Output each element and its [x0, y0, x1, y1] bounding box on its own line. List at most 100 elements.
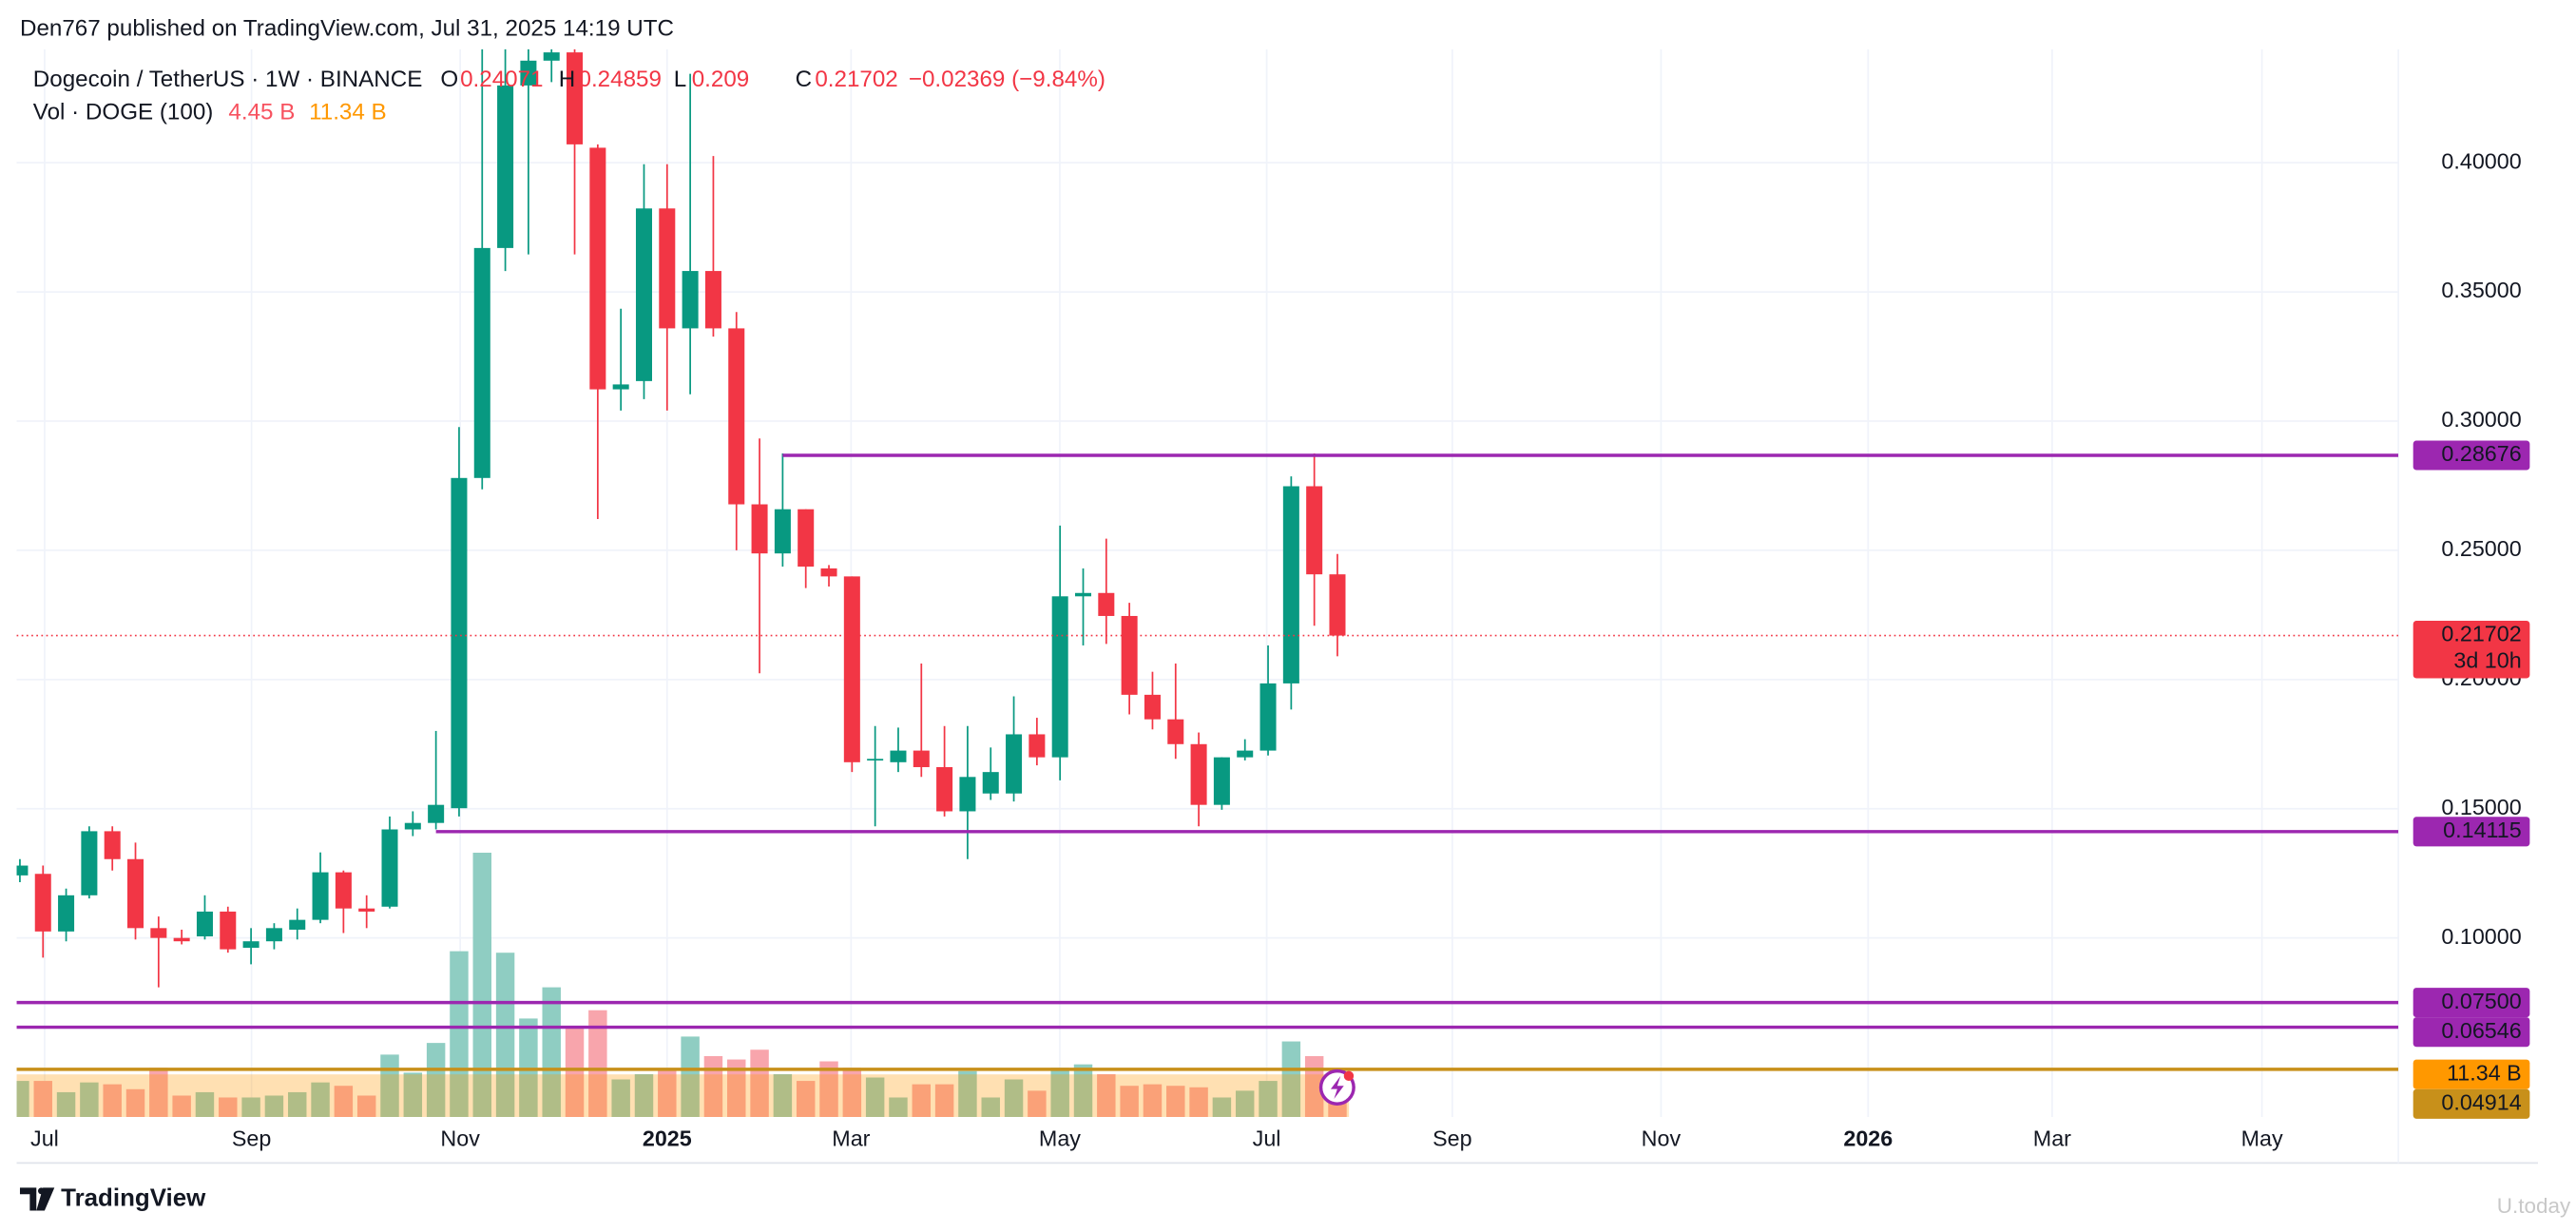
level-label: 0.04914: [2441, 1089, 2521, 1114]
candle-body: [774, 509, 791, 554]
y-tick-label: 0.30000: [2441, 407, 2521, 432]
volume-bar: [195, 1091, 215, 1118]
x-tick-label: Jul: [1253, 1126, 1281, 1150]
candle-body: [867, 759, 884, 761]
level-label: 0.07500: [2441, 989, 2521, 1013]
volume-bar: [1120, 1086, 1139, 1118]
candle-body: [220, 911, 237, 950]
volume-bar: [634, 1073, 654, 1118]
ohlc-value: 0.21702: [815, 67, 897, 92]
volume-bar: [727, 1059, 746, 1118]
candle-body: [289, 919, 306, 930]
candle-body: [358, 908, 375, 912]
x-tick-label: Nov: [440, 1126, 480, 1150]
candle-body: [913, 750, 930, 767]
candle-body: [612, 384, 629, 390]
volume-bar: [264, 1095, 284, 1118]
volume-ma-area: [16, 1074, 1350, 1118]
candle-body: [890, 750, 907, 762]
candle-body: [173, 937, 190, 942]
candle-body: [1329, 574, 1346, 636]
candle-body: [451, 477, 468, 809]
volume-bar: [750, 1049, 769, 1118]
ohlc-value: 0.24071: [460, 67, 543, 92]
candle-body: [428, 804, 445, 823]
volume-bar: [403, 1072, 423, 1118]
volume-bar: [1235, 1090, 1255, 1118]
volume-bar: [842, 1068, 862, 1118]
candle-body: [1074, 592, 1092, 597]
level-label-box: [2413, 1088, 2530, 1119]
candle-body: [473, 247, 490, 478]
volume-bar: [495, 953, 515, 1118]
volume-bar: [1212, 1097, 1232, 1118]
candle-body: [127, 858, 144, 929]
candle-body: [497, 85, 514, 248]
level-label: 0.06546: [2441, 1018, 2521, 1043]
volume-bar: [1304, 1055, 1324, 1118]
level-label-box: [2413, 988, 2530, 1018]
volume-bar: [611, 1079, 630, 1118]
candle-body: [58, 895, 75, 932]
candle-body: [150, 928, 167, 938]
volume-bar: [450, 951, 469, 1118]
volume-bar: [288, 1091, 307, 1118]
volume-bar: [658, 1068, 677, 1118]
volume-bar: [1143, 1084, 1163, 1118]
level-label: 0.14115: [2443, 818, 2522, 842]
candle-body: [959, 777, 976, 812]
candle-body: [659, 208, 676, 329]
alert-icon[interactable]: [1318, 1068, 1355, 1106]
volume-bar: [889, 1097, 908, 1118]
candle-body: [520, 60, 537, 86]
x-tick-label: Nov: [1642, 1126, 1682, 1150]
candle-body: [682, 271, 699, 329]
ohlc-value: 0.24859: [579, 67, 662, 92]
volume-ma-value: 11.34 B: [309, 100, 387, 125]
level-label-box: [2413, 1017, 2530, 1048]
candle-body: [1028, 734, 1046, 758]
volume-bar: [103, 1084, 122, 1118]
candle-body: [567, 52, 584, 144]
x-tick-label: Mar: [2033, 1126, 2071, 1150]
volume-bar: [588, 1010, 607, 1118]
volume-bar: [1281, 1041, 1301, 1118]
x-tick-label: 2025: [643, 1126, 692, 1150]
volume-bar: [172, 1095, 191, 1118]
volume-bar: [1028, 1090, 1047, 1118]
axes: Jul Sep Nov 2025 Mar May Jul Sep Nov 2026 Mar May 0.…: [30, 148, 2530, 1150]
candle-body: [265, 928, 282, 942]
candle-body: [751, 504, 768, 554]
logo-text: TradingView: [61, 1184, 206, 1211]
ohlc-letter: L: [674, 67, 686, 92]
candle-body: [196, 911, 213, 937]
volume-bar: [981, 1097, 1000, 1118]
candle-body: [589, 147, 606, 390]
volume-bar: [1050, 1068, 1069, 1118]
volume-bar: [1073, 1064, 1093, 1118]
volume-bar: [912, 1084, 932, 1118]
volume-bar: [219, 1097, 238, 1118]
byline: Den767 published on TradingView.com, Jul…: [20, 15, 674, 41]
candle-body: [936, 766, 953, 812]
volume-bar: [1189, 1087, 1208, 1118]
ohlc-value: 0.209: [692, 67, 750, 92]
level-label-box: [2413, 1059, 2530, 1089]
candle-body: [381, 829, 398, 907]
candle-body: [1051, 596, 1068, 758]
candle-body: [81, 831, 98, 895]
volume-bar: [356, 1095, 376, 1118]
volume-bar: [565, 1028, 585, 1118]
volume-bar: [241, 1097, 260, 1118]
x-tick-label: Jul: [30, 1126, 59, 1150]
ohlc-letter: O: [440, 67, 458, 92]
candle-body: [242, 941, 260, 948]
candle-body: [543, 52, 560, 61]
logo[interactable]: TradingView: [19, 1184, 206, 1211]
volume-bar: [311, 1082, 330, 1118]
level-label-box: [2413, 440, 2530, 471]
candle-body: [982, 772, 999, 794]
candle-body: [704, 271, 721, 329]
candle-body: [34, 874, 51, 932]
